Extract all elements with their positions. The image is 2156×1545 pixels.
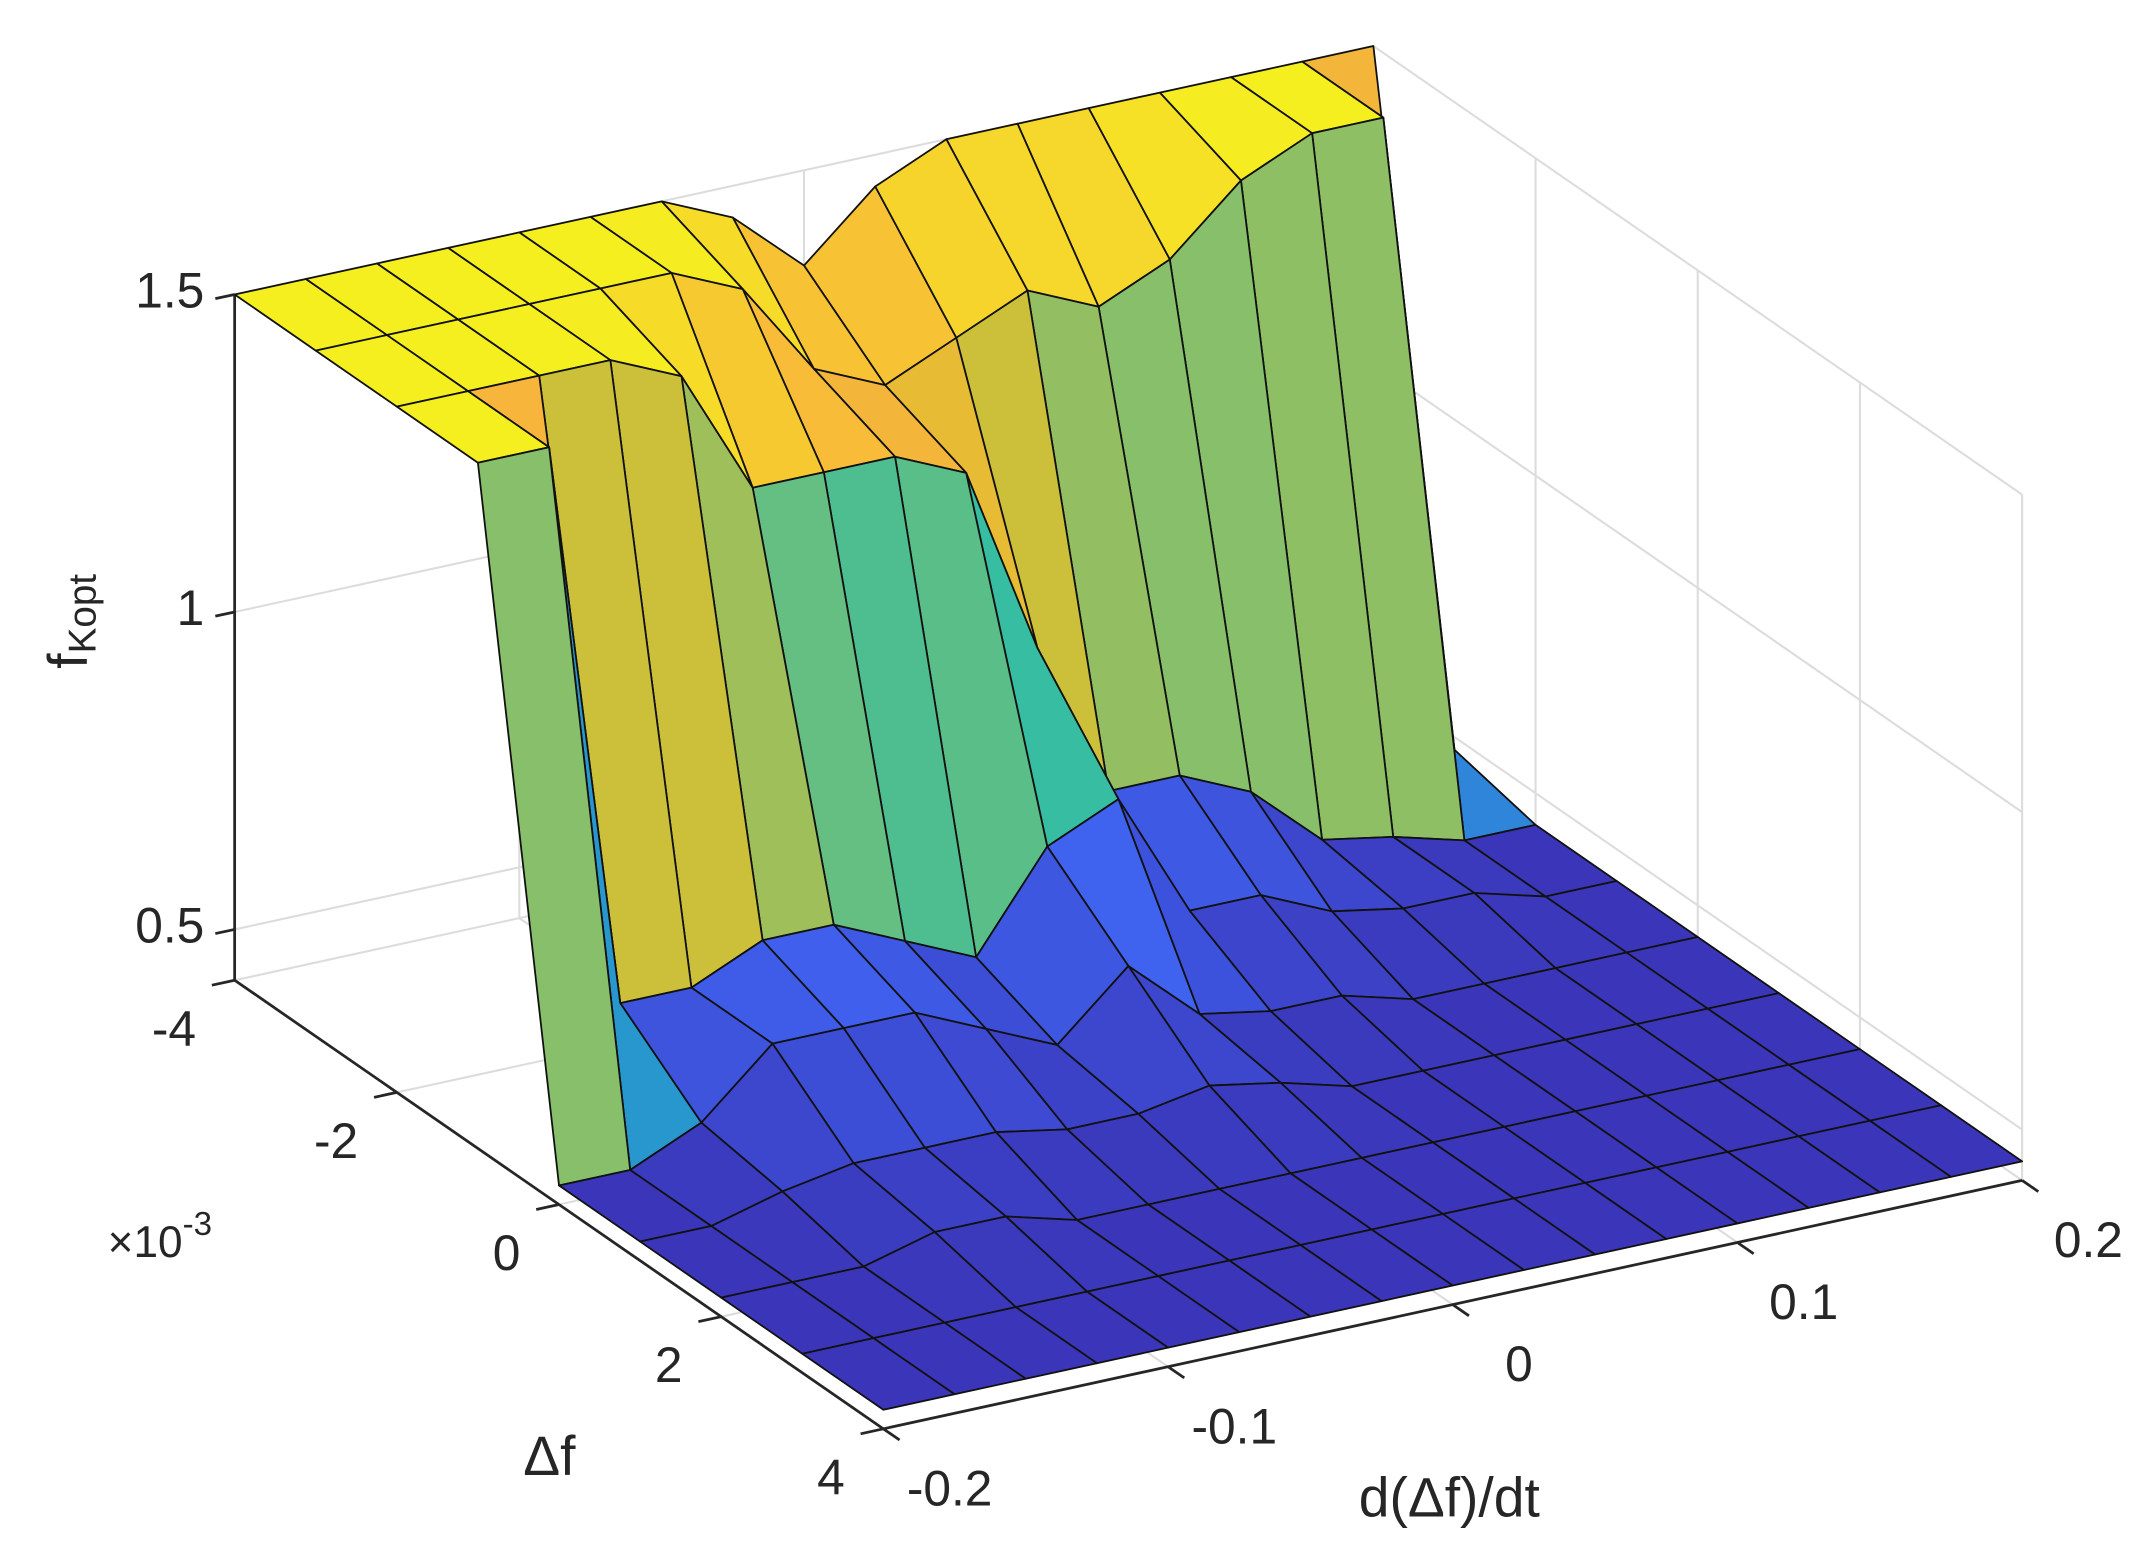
x-tick — [2021, 1179, 2040, 1193]
y-tick-label: -2 — [314, 1113, 358, 1169]
y-tick-label: 4 — [817, 1449, 845, 1505]
x-tick — [882, 1427, 901, 1442]
x-tick-label: -0.1 — [1192, 1398, 1278, 1454]
y-tick — [211, 978, 235, 987]
y-tick-label: -4 — [152, 1001, 196, 1057]
y-axis-label: Δf — [523, 1425, 576, 1487]
z-label-sub: Kopt — [62, 574, 105, 654]
y-multiplier-exp: -3 — [183, 1206, 212, 1243]
z-tick — [215, 610, 235, 618]
y-multiplier-base: ×10 — [108, 1218, 183, 1267]
x-axis-label: d(Δf)/dt — [1359, 1467, 1540, 1529]
z-tick-label: 1 — [177, 580, 205, 636]
z-tick — [215, 293, 235, 300]
z-axis-label: fKopt — [36, 574, 104, 669]
x-tick-label: 0 — [1505, 1336, 1533, 1392]
x-tick — [1451, 1303, 1470, 1317]
z-label-main: f — [36, 653, 98, 669]
x-tick-label: 0.2 — [2054, 1212, 2123, 1268]
y-tick-label: 0 — [493, 1225, 521, 1281]
y-multiplier: ×10-3 — [108, 1206, 212, 1267]
grid-line — [1372, 680, 2023, 1131]
z-tick-label: 1.5 — [135, 263, 204, 319]
grid-line — [1372, 45, 2023, 496]
y-tick — [535, 1203, 560, 1211]
x-tick-label: -0.2 — [907, 1460, 993, 1516]
y-tick-label: 2 — [655, 1337, 683, 1393]
grid-line — [1372, 362, 2023, 813]
z-tick — [215, 928, 235, 935]
y-tick — [860, 1427, 884, 1436]
z-tick-label: 0.5 — [135, 898, 204, 954]
x-tick — [1167, 1365, 1186, 1380]
surface-face — [801, 1337, 956, 1411]
y-tick — [373, 1091, 398, 1099]
x-tick — [1736, 1241, 1755, 1255]
x-tick-label: 0.1 — [1769, 1274, 1838, 1330]
y-tick — [698, 1315, 722, 1323]
